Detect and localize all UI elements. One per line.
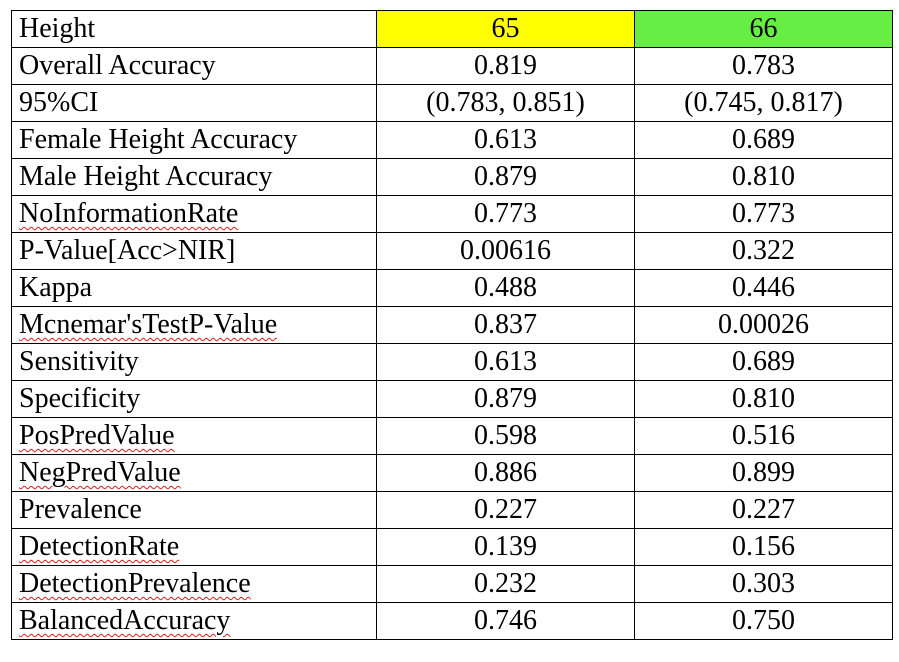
row-value: 0.689 bbox=[634, 121, 893, 159]
row-value: 0.879 bbox=[376, 158, 635, 196]
row-value: 0.227 bbox=[634, 491, 893, 529]
row-value: 0.810 bbox=[634, 158, 893, 196]
header-label: Height bbox=[11, 10, 377, 48]
header-column-66: 66 bbox=[634, 10, 893, 48]
row-label: Specificity bbox=[11, 380, 377, 418]
table-row: BalancedAccuracy 0.746 0.750 bbox=[11, 602, 893, 640]
spellcheck-underlined-text: Mcnemar'sTestP-Value bbox=[19, 309, 278, 340]
row-label: NegPredValue bbox=[11, 454, 377, 492]
table-row: Male Height Accuracy 0.879 0.810 bbox=[11, 158, 893, 196]
table-row: PosPredValue 0.598 0.516 bbox=[11, 417, 893, 455]
row-value: 0.516 bbox=[634, 417, 893, 455]
row-value: 0.232 bbox=[376, 565, 635, 603]
row-value: 0.879 bbox=[376, 380, 635, 418]
row-value: 0.689 bbox=[634, 343, 893, 381]
table-row: 95%CI (0.783, 0.851) (0.745, 0.817) bbox=[11, 84, 893, 122]
row-label: P-Value[Acc>NIR] bbox=[11, 232, 377, 270]
row-label: Kappa bbox=[11, 269, 377, 307]
row-value: 0.139 bbox=[376, 528, 635, 566]
table-row: DetectionPrevalence 0.232 0.303 bbox=[11, 565, 893, 603]
row-value: 0.810 bbox=[634, 380, 893, 418]
row-value: 0.773 bbox=[376, 195, 635, 233]
row-value: 0.837 bbox=[376, 306, 635, 344]
row-label: Prevalence bbox=[11, 491, 377, 529]
row-value: 0.819 bbox=[376, 47, 635, 85]
table-row: Sensitivity 0.613 0.689 bbox=[11, 343, 893, 381]
table-row: NegPredValue 0.886 0.899 bbox=[11, 454, 893, 492]
row-value: 0.613 bbox=[376, 343, 635, 381]
row-label: Male Height Accuracy bbox=[11, 158, 377, 196]
table-row: NoInformationRate 0.773 0.773 bbox=[11, 195, 893, 233]
row-value: 0.899 bbox=[634, 454, 893, 492]
spellcheck-underlined-text: NoInformationRate bbox=[19, 198, 239, 229]
spellcheck-underlined-text: DetectionPrevalence bbox=[19, 568, 251, 599]
spellcheck-underlined-text: DetectionRate bbox=[19, 531, 180, 562]
row-label: BalancedAccuracy bbox=[11, 602, 377, 640]
row-label: Overall Accuracy bbox=[11, 47, 377, 85]
row-value: (0.745, 0.817) bbox=[634, 84, 893, 122]
row-value: 0.773 bbox=[634, 195, 893, 233]
row-value: 0.598 bbox=[376, 417, 635, 455]
row-value: 0.303 bbox=[634, 565, 893, 603]
row-value: 0.227 bbox=[376, 491, 635, 529]
spellcheck-underlined-text: PosPredValue bbox=[19, 420, 175, 451]
table-row: Specificity 0.879 0.810 bbox=[11, 380, 893, 418]
row-value: 0.156 bbox=[634, 528, 893, 566]
table-row: Kappa 0.488 0.446 bbox=[11, 269, 893, 307]
row-value: 0.750 bbox=[634, 602, 893, 640]
row-value: 0.00616 bbox=[376, 232, 635, 270]
row-value: 0.886 bbox=[376, 454, 635, 492]
row-value: (0.783, 0.851) bbox=[376, 84, 635, 122]
table-row: Overall Accuracy 0.819 0.783 bbox=[11, 47, 893, 85]
spellcheck-underlined-text: BalancedAccuracy bbox=[19, 605, 231, 636]
metrics-table: Height 65 66 Overall Accuracy 0.819 0.78… bbox=[11, 10, 893, 640]
row-value: 0.322 bbox=[634, 232, 893, 270]
row-label: DetectionPrevalence bbox=[11, 565, 377, 603]
row-value: 0.446 bbox=[634, 269, 893, 307]
row-label: Sensitivity bbox=[11, 343, 377, 381]
table-row: P-Value[Acc>NIR] 0.00616 0.322 bbox=[11, 232, 893, 270]
table-row: Female Height Accuracy 0.613 0.689 bbox=[11, 121, 893, 159]
row-value: 0.613 bbox=[376, 121, 635, 159]
table-row: Prevalence 0.227 0.227 bbox=[11, 491, 893, 529]
row-value: 0.488 bbox=[376, 269, 635, 307]
row-label: 95%CI bbox=[11, 84, 377, 122]
row-label: Female Height Accuracy bbox=[11, 121, 377, 159]
row-label: NoInformationRate bbox=[11, 195, 377, 233]
table-row: Mcnemar'sTestP-Value 0.837 0.00026 bbox=[11, 306, 893, 344]
row-value: 0.00026 bbox=[634, 306, 893, 344]
row-label: Mcnemar'sTestP-Value bbox=[11, 306, 377, 344]
table-header-row: Height 65 66 bbox=[11, 10, 893, 48]
row-label: PosPredValue bbox=[11, 417, 377, 455]
table-row: DetectionRate 0.139 0.156 bbox=[11, 528, 893, 566]
row-label: DetectionRate bbox=[11, 528, 377, 566]
row-value: 0.783 bbox=[634, 47, 893, 85]
row-value: 0.746 bbox=[376, 602, 635, 640]
spellcheck-underlined-text: NegPredValue bbox=[19, 457, 181, 488]
header-column-65: 65 bbox=[376, 10, 635, 48]
